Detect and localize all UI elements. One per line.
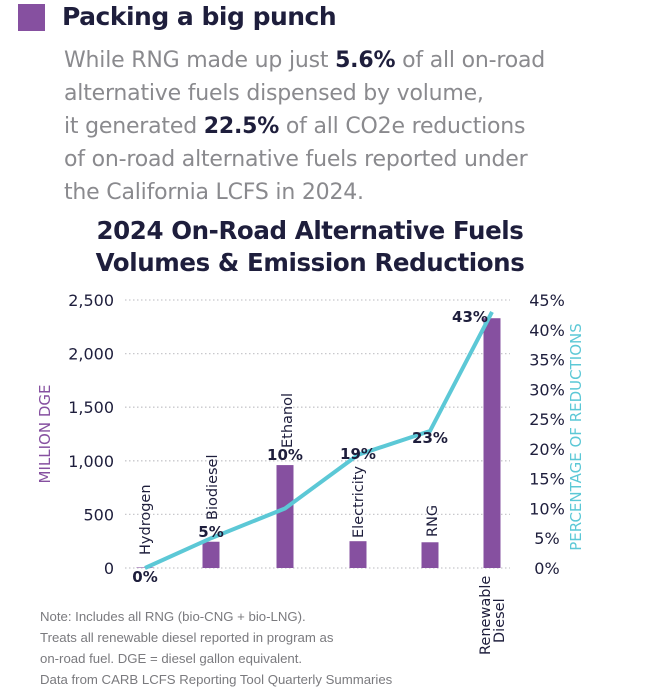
right-axis-ticks: 0% 5% 10% 15% 20% 25% 30% 35% 40% 45% bbox=[529, 291, 565, 578]
category-label: Electricity bbox=[351, 466, 367, 538]
y2-tick-label: 0% bbox=[534, 559, 559, 578]
chart-note: Note: Includes all RNG (bio-CNG + bio-LN… bbox=[40, 606, 392, 690]
note-line: Data from CARB LCFS Reporting Tool Quart… bbox=[40, 669, 392, 690]
category-label-text: Hydrogen bbox=[138, 484, 154, 555]
bar-ethanol bbox=[277, 465, 294, 568]
category-label-text: Biodiesel bbox=[205, 454, 221, 520]
category-label-text: Diesel bbox=[492, 598, 508, 643]
bar-biodiesel bbox=[203, 542, 220, 568]
category-label: Hydrogen bbox=[138, 484, 154, 555]
data-label: 10% bbox=[267, 446, 303, 464]
note-line: on-road fuel. DGE = diesel gallon equiva… bbox=[40, 648, 392, 669]
bar-renewable-diesel bbox=[484, 318, 501, 568]
bar-electricity bbox=[350, 541, 367, 568]
data-label: 19% bbox=[340, 445, 376, 463]
y2-tick-label: 40% bbox=[529, 321, 565, 340]
y2-tick-label: 45% bbox=[529, 291, 565, 310]
y-axis-label: MILLION DGE bbox=[36, 385, 54, 484]
y-tick-label: 1,500 bbox=[68, 398, 114, 417]
y2-tick-label: 25% bbox=[529, 410, 565, 429]
note-line: Note: Includes all RNG (bio-CNG + bio-LN… bbox=[40, 606, 392, 627]
y-tick-label: 0 bbox=[104, 559, 114, 578]
y2-tick-label: 35% bbox=[529, 351, 565, 370]
category-label: Biodiesel bbox=[205, 454, 221, 520]
data-label: 0% bbox=[132, 568, 157, 586]
y-tick-label: 500 bbox=[83, 505, 114, 524]
y2-tick-label: 15% bbox=[529, 470, 565, 489]
category-label-text: RNG bbox=[425, 505, 441, 537]
data-label: 5% bbox=[198, 523, 223, 541]
data-label: 23% bbox=[412, 429, 448, 447]
left-axis-ticks: 0 500 1,000 1,500 2,000 2,500 bbox=[68, 291, 114, 578]
note-line: Treats all renewable diesel reported in … bbox=[40, 627, 392, 648]
y2-tick-label: 30% bbox=[529, 380, 565, 399]
data-label: 43% bbox=[452, 308, 488, 326]
y2-tick-label: 10% bbox=[529, 499, 565, 518]
y2-tick-label: 20% bbox=[529, 440, 565, 459]
bar-rng bbox=[422, 542, 439, 568]
category-label-text: Electricity bbox=[351, 466, 367, 538]
gridlines bbox=[125, 300, 510, 568]
category-label: RNG bbox=[425, 505, 441, 537]
y2-tick-label: 5% bbox=[534, 529, 559, 548]
y-tick-label: 2,500 bbox=[68, 291, 114, 310]
y2-axis-label: PERCENTAGE OF REDUCTIONS bbox=[567, 323, 585, 550]
y-tick-label: 1,000 bbox=[68, 452, 114, 471]
category-label-text: Ethanol bbox=[280, 393, 296, 448]
category-label: Ethanol bbox=[280, 393, 296, 448]
y-tick-label: 2,000 bbox=[68, 345, 114, 364]
